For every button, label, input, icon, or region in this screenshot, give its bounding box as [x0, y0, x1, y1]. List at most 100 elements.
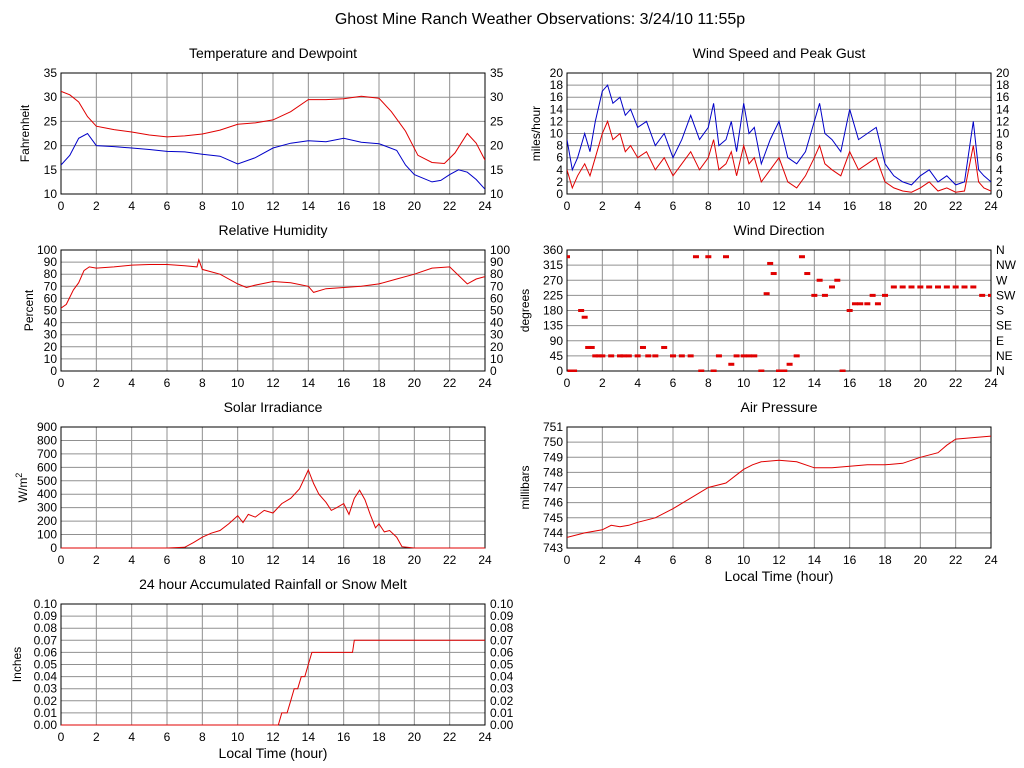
- data-point: [588, 345, 595, 349]
- y-tick-label: 748: [543, 465, 563, 479]
- data-point: [864, 302, 871, 306]
- y-tick-label: 750: [543, 435, 563, 449]
- y-tick-label: 300: [37, 501, 57, 515]
- x-tick-label: 18: [372, 730, 386, 744]
- y-tick-label: 0.06: [34, 645, 58, 659]
- data-point: [687, 354, 694, 358]
- data-point: [723, 255, 729, 259]
- x-tick-label: 20: [914, 376, 928, 390]
- x-tick-label: 2: [599, 376, 606, 390]
- x-tick-label: 12: [266, 199, 280, 213]
- y-right-tick-label: NE: [996, 349, 1013, 363]
- data-point: [751, 354, 758, 358]
- x-tick-label: 2: [93, 376, 100, 390]
- x-tick-label: 22: [949, 199, 963, 213]
- data-point: [567, 255, 570, 259]
- y-right-tick-label: 0.03: [490, 682, 514, 696]
- y-tick-label: 8: [556, 139, 563, 153]
- y-tick-label: 0.04: [34, 670, 58, 684]
- x-tick-label: 6: [670, 553, 677, 567]
- y-right-tick-label: 18: [996, 78, 1010, 92]
- x-tick-label: 22: [949, 376, 963, 390]
- x-tick-label: 0: [58, 730, 65, 744]
- data-point: [874, 302, 881, 306]
- x-tick-label: 8: [199, 730, 206, 744]
- y-right-tick-label: 8: [996, 139, 1003, 153]
- x-tick-label: 6: [164, 730, 171, 744]
- data-point: [625, 354, 632, 358]
- x-tick-label: 14: [808, 376, 822, 390]
- y-tick-label: 25: [44, 114, 58, 128]
- x-tick-label: 16: [843, 199, 857, 213]
- x-tick-label: 24: [984, 376, 998, 390]
- data-point: [829, 285, 835, 289]
- x-tick-label: 16: [843, 553, 857, 567]
- data-point: [770, 272, 777, 276]
- y-right-tick-label: 35: [490, 66, 504, 80]
- x-tick-label: 6: [164, 376, 171, 390]
- series-line: [61, 132, 485, 190]
- x-tick-label: 8: [199, 199, 206, 213]
- y-right-tick-label: 20: [490, 340, 504, 354]
- y-axis-label-superscript: 2: [14, 473, 24, 478]
- data-point: [692, 255, 699, 259]
- x-tick-label: 14: [302, 730, 316, 744]
- y-tick-label: 744: [543, 526, 563, 540]
- y-tick-label: 747: [543, 481, 563, 495]
- data-point: [961, 285, 968, 289]
- y-tick-label: 10: [44, 187, 58, 201]
- data-point: [705, 255, 712, 259]
- data-point: [620, 354, 627, 358]
- series-2: [61, 132, 485, 190]
- x-tick-label: 0: [564, 199, 571, 213]
- x-tick-label: 18: [878, 199, 892, 213]
- data-point: [767, 261, 774, 265]
- series-1: [61, 639, 485, 726]
- x-tick-label: 16: [843, 376, 857, 390]
- x-tick-label: 4: [634, 199, 641, 213]
- data-point: [857, 302, 864, 306]
- y-tick-label: 749: [543, 450, 563, 464]
- x-tick-label: 0: [58, 376, 65, 390]
- data-point: [595, 354, 602, 358]
- x-tick-label: 20: [408, 553, 422, 567]
- y-axis-label: Percent: [22, 289, 36, 331]
- data-point: [943, 285, 950, 289]
- y-tick-label: 0.03: [34, 682, 58, 696]
- series-2: [567, 119, 991, 193]
- y-tick-label: 0.00: [34, 718, 58, 732]
- x-tick-label: 22: [443, 199, 457, 213]
- y-right-tick-label: 0.00: [490, 718, 514, 732]
- x-tick-label: 20: [914, 199, 928, 213]
- y-tick-label: 0.10: [34, 597, 58, 611]
- x-tick-label: 22: [443, 376, 457, 390]
- x-tick-label: 4: [128, 730, 135, 744]
- y-right-tick-label: N: [996, 364, 1005, 378]
- y-tick-label: 4: [556, 163, 563, 177]
- data-point: [821, 293, 828, 297]
- y-tick-label: 50: [44, 304, 58, 318]
- x-tick-label: 6: [164, 199, 171, 213]
- x-tick-label: 6: [670, 376, 677, 390]
- x-tick-label: 12: [772, 553, 786, 567]
- data-point: [816, 278, 823, 282]
- y-tick-label: 0.01: [34, 706, 58, 720]
- y-tick-label: 70: [44, 279, 58, 293]
- x-tick-label: 12: [266, 730, 280, 744]
- x-tick-label: 10: [231, 730, 245, 744]
- y-right-tick-label: 15: [490, 163, 504, 177]
- chart-title: Temperature and Dewpoint: [189, 45, 357, 61]
- y-right-tick-label: 14: [996, 102, 1010, 116]
- y-right-tick-label: 20: [996, 66, 1010, 80]
- plot-frame: [60, 249, 486, 372]
- data-point: [988, 293, 991, 297]
- y-right-tick-label: 0.08: [490, 621, 514, 635]
- series-line: [61, 90, 485, 165]
- x-tick-label: 2: [599, 199, 606, 213]
- y-tick-label: 135: [543, 319, 563, 333]
- data-point: [652, 354, 659, 358]
- y-tick-label: 60: [44, 291, 58, 305]
- data-point: [776, 369, 782, 372]
